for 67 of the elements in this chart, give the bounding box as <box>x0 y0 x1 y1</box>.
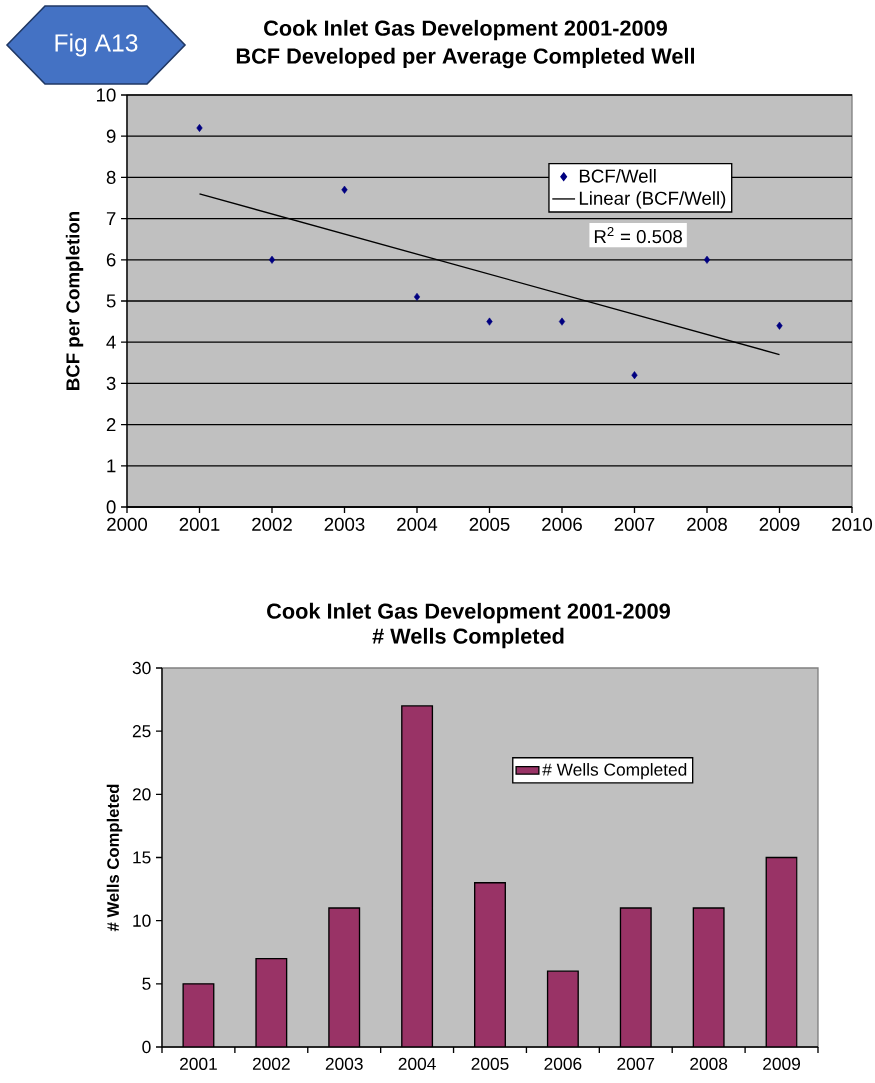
x-tick-label: 2006 <box>544 1057 582 1070</box>
chart-subtitle: # Wells Completed <box>372 627 564 649</box>
y-tick-label: 15 <box>133 851 151 864</box>
x-tick-label: 2001 <box>179 517 220 531</box>
point <box>558 317 566 326</box>
x-tick-label: 2009 <box>763 1057 800 1070</box>
point <box>196 123 203 132</box>
y-tick-label: 10 <box>96 88 116 102</box>
x-tick-label: 2005 <box>469 517 510 531</box>
y-tick-label: 9 <box>106 129 116 143</box>
y-axis-title: BCF per Completion <box>65 211 84 390</box>
x-tick-label: 2010 <box>832 517 873 531</box>
y-tick-label: 6 <box>106 253 116 267</box>
legend-label: BCF/Well <box>579 168 656 183</box>
x-tick-label: 2001 <box>180 1057 217 1070</box>
bar <box>183 983 214 1047</box>
point <box>341 185 348 194</box>
y-tick-label: 25 <box>132 725 151 738</box>
y-tick-label: 5 <box>106 294 116 308</box>
x-tick-label: 2008 <box>687 517 727 531</box>
x-tick-label: 2004 <box>397 517 438 531</box>
x-tick-label: 2002 <box>252 1057 290 1070</box>
point <box>413 292 421 301</box>
point <box>268 255 276 264</box>
x-tick-label: 2002 <box>252 517 292 531</box>
point <box>703 255 711 264</box>
y-tick-label: 20 <box>132 788 151 801</box>
y-tick-label: 2 <box>106 418 116 432</box>
y-tick-label: 5 <box>142 977 151 990</box>
y-tick-label: 0 <box>106 500 116 514</box>
point <box>631 371 638 380</box>
y-axis-title: # Wells Completed <box>106 784 123 932</box>
legend-label: Linear (BCF/Well) <box>579 191 726 209</box>
x-tick-label: 2007 <box>614 517 655 531</box>
annotation: R$^{2}$ = 0.508 <box>594 226 682 244</box>
chart-title: Cook Inlet Gas Development 2001-2009 <box>264 19 667 41</box>
bar <box>620 908 652 1047</box>
x-tick-label: 2003 <box>324 517 365 531</box>
y-tick-label: 8 <box>106 170 116 185</box>
y-tick-label: 3 <box>106 376 116 391</box>
x-tick-label: 2004 <box>398 1057 436 1070</box>
x-tick-label: 2003 <box>325 1057 363 1070</box>
y-tick-label: 4 <box>106 335 116 349</box>
bar <box>765 856 798 1047</box>
point <box>486 317 493 326</box>
x-tick-label: 2005 <box>471 1057 509 1070</box>
y-tick-label: 30 <box>132 661 151 675</box>
bar <box>693 908 724 1047</box>
bar <box>474 882 506 1047</box>
point <box>776 321 783 330</box>
x-tick-label: 2007 <box>617 1057 655 1070</box>
x-tick-label: 2009 <box>759 517 800 531</box>
chart-title: Cook Inlet Gas Development 2001-2009 <box>267 602 670 624</box>
y-tick-label: 7 <box>106 212 116 226</box>
caption: Fig A13 <box>55 33 138 57</box>
bar <box>328 908 360 1047</box>
chart-subtitle: BCF Developed per Average Completed Well <box>236 47 695 69</box>
legend-label: # Wells Completed <box>542 763 687 780</box>
y-tick-label: 0 <box>142 1040 151 1054</box>
bar <box>256 958 287 1047</box>
x-tick-label: 2008 <box>690 1057 728 1070</box>
x-tick-label: 2000 <box>107 517 148 531</box>
bar <box>401 705 433 1047</box>
bar <box>547 971 579 1047</box>
y-tick-label: 10 <box>133 914 151 927</box>
y-tick-label: 1 <box>107 459 116 473</box>
x-tick-label: 2006 <box>542 517 582 531</box>
